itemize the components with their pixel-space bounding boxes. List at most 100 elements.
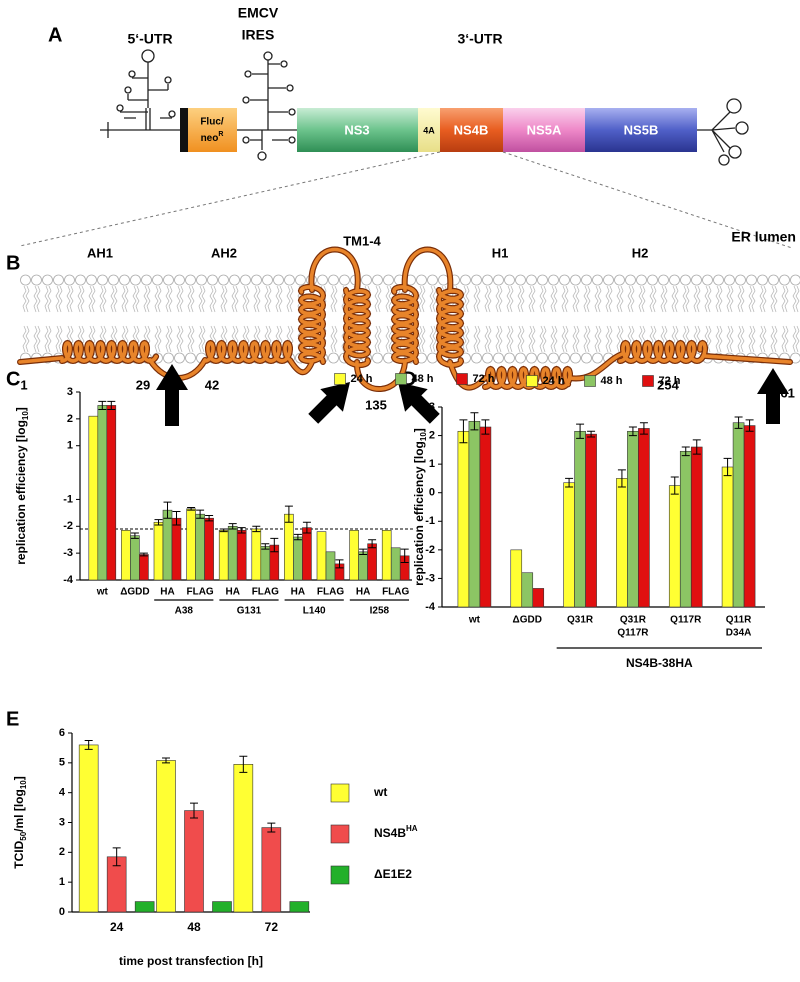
y-tick-label: 2 bbox=[429, 429, 435, 441]
residue-label: 1 bbox=[20, 377, 27, 392]
bar bbox=[88, 415, 99, 581]
bar bbox=[638, 428, 650, 608]
y-axis-label: replication efficiency [log10] bbox=[14, 407, 30, 565]
x-tick-label: Q117R bbox=[617, 628, 649, 639]
error-bar bbox=[270, 537, 279, 553]
bar bbox=[233, 764, 254, 913]
reporter-sup: R bbox=[218, 131, 223, 138]
error-bar bbox=[359, 548, 368, 555]
bar bbox=[195, 513, 205, 581]
protein-box bbox=[418, 108, 440, 152]
reporter-stripe bbox=[180, 108, 188, 152]
error-bar bbox=[723, 457, 732, 477]
x-tick-label: wt bbox=[96, 587, 109, 598]
helix-label: AH1 bbox=[87, 245, 113, 260]
error-bar bbox=[681, 446, 690, 457]
ires-label: IRES bbox=[242, 27, 275, 43]
error-bar bbox=[130, 532, 139, 539]
error-bar bbox=[228, 523, 237, 530]
helix-body bbox=[299, 285, 325, 364]
bar bbox=[668, 485, 681, 608]
error-bar bbox=[172, 511, 181, 526]
protein-label: NS5B bbox=[624, 122, 659, 137]
helix-label: AH2 bbox=[211, 245, 237, 260]
error-bar bbox=[670, 476, 679, 495]
protein-box bbox=[297, 108, 418, 152]
group-label: G131 bbox=[237, 606, 262, 617]
compartment-label: ER lumen bbox=[731, 229, 796, 245]
error-bar bbox=[481, 419, 490, 435]
y-tick-label: 2 bbox=[59, 846, 65, 858]
bar bbox=[260, 546, 271, 581]
error-bar bbox=[293, 533, 302, 541]
protein-label: 4A bbox=[423, 125, 435, 135]
y-axis-label: ] bbox=[14, 407, 28, 411]
x-tick-label: ΔGDD bbox=[120, 587, 149, 598]
y-tick-label: 3 bbox=[59, 816, 65, 828]
group-label: A38 bbox=[175, 606, 194, 617]
arrow bbox=[308, 382, 350, 424]
bar bbox=[690, 446, 703, 608]
zoom-line bbox=[19, 151, 793, 249]
y-axis-label: /ml [log bbox=[12, 789, 26, 832]
error-bar bbox=[107, 400, 116, 410]
y-axis-label: replication efficiency [log bbox=[412, 441, 426, 586]
bar bbox=[679, 450, 692, 608]
error-bar bbox=[187, 506, 196, 511]
y-tick-label: 5 bbox=[59, 757, 65, 769]
error-bar bbox=[237, 527, 246, 534]
bar bbox=[171, 517, 182, 581]
helix-body bbox=[18, 356, 64, 364]
x-tick-label: Q31R bbox=[567, 615, 594, 626]
y-tick-label: 1 bbox=[59, 876, 65, 888]
y-tick-label: -2 bbox=[63, 520, 73, 532]
y-tick-label: 1 bbox=[429, 458, 435, 470]
bar bbox=[204, 517, 214, 581]
protein-box bbox=[440, 108, 503, 152]
bar bbox=[218, 530, 229, 581]
legend-swatch bbox=[395, 373, 407, 385]
bar bbox=[184, 810, 204, 913]
y-axis-label-sub: 10 bbox=[419, 432, 428, 441]
x-tick-label: 24 bbox=[110, 920, 124, 934]
y-tick-label: -3 bbox=[63, 547, 73, 559]
protein-box bbox=[503, 108, 585, 152]
error-bar bbox=[639, 422, 648, 435]
legend-swatch bbox=[330, 824, 350, 844]
legend-label: 24 h bbox=[351, 373, 373, 385]
residue-label: 42 bbox=[205, 377, 219, 392]
helix-label: TM1-4 bbox=[343, 233, 381, 248]
reporter-label: neoR bbox=[201, 131, 224, 144]
error-bar bbox=[112, 847, 121, 867]
rna-structure bbox=[100, 49, 749, 166]
error-bar bbox=[267, 822, 276, 833]
bar bbox=[130, 535, 140, 581]
y-tick-label: 0 bbox=[429, 487, 435, 499]
bar bbox=[381, 530, 392, 581]
y-axis-label-sub: 10 bbox=[19, 780, 28, 789]
legend-swatch bbox=[334, 373, 346, 385]
y-tick-label: 6 bbox=[59, 727, 65, 739]
error-bar bbox=[400, 548, 409, 564]
legend-label: 72 h bbox=[659, 375, 681, 387]
genome-diagram: 5‘-UTR EMCV IRES 3‘-UTR Fluc/ neoR NS3 4… bbox=[19, 5, 793, 249]
bar bbox=[162, 509, 173, 581]
bar bbox=[563, 482, 575, 608]
arrow bbox=[757, 368, 789, 424]
helix-label: H2 bbox=[632, 245, 649, 260]
y-tick-label: 1 bbox=[67, 440, 73, 452]
y-tick-label: 2 bbox=[67, 413, 73, 425]
error-bar bbox=[219, 528, 228, 533]
helix-body bbox=[344, 288, 370, 367]
y-axis-label: TCID bbox=[12, 840, 26, 868]
bar bbox=[302, 527, 312, 581]
bar bbox=[236, 530, 247, 581]
error-bar bbox=[587, 430, 596, 438]
y-tick-label: -2 bbox=[425, 544, 435, 556]
y-axis-label-sub: 10 bbox=[21, 411, 30, 420]
y-axis-label-sub: 50 bbox=[19, 831, 28, 840]
bar bbox=[574, 430, 586, 608]
x-tick-label: Q31R bbox=[620, 615, 647, 626]
y-tick-label: 4 bbox=[59, 787, 66, 799]
